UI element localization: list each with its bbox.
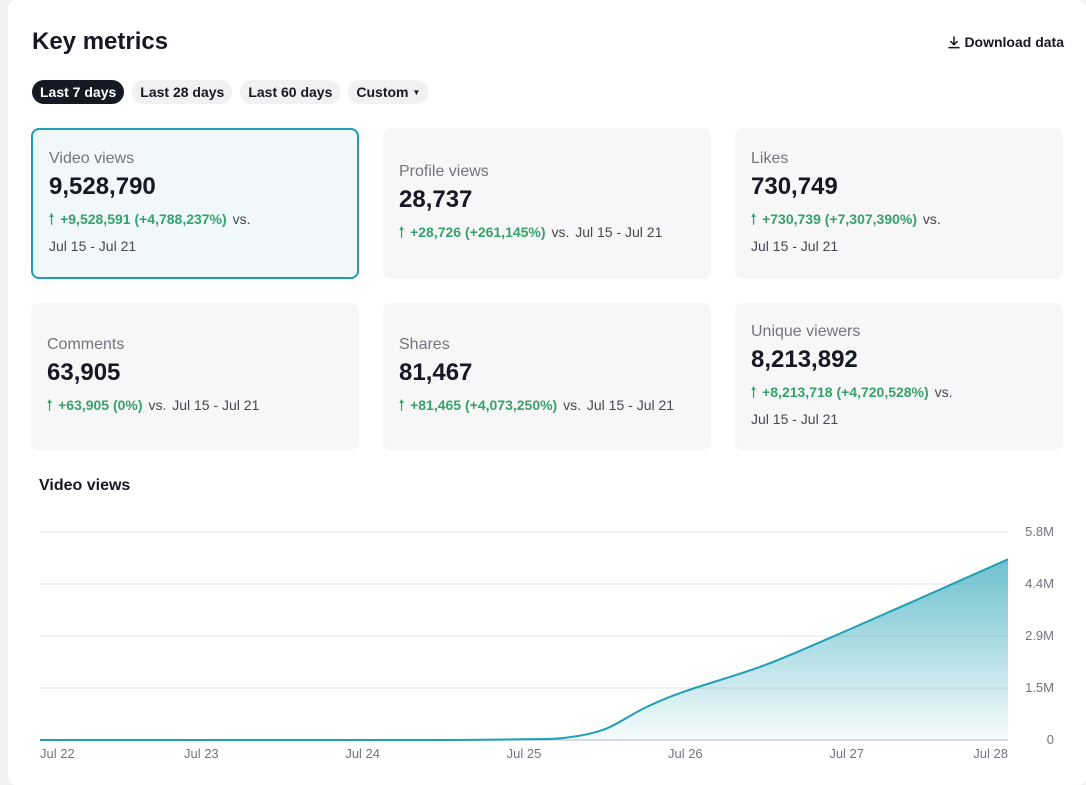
download-data-button[interactable]: Download data <box>948 34 1064 50</box>
metric-label: Video views <box>49 149 135 167</box>
x-tick-label: Jul 23 <box>184 746 219 761</box>
vs-label: vs. <box>563 397 581 413</box>
range-label: Last 7 days <box>40 84 117 100</box>
y-tick-label: 5.8M <box>1025 524 1054 539</box>
metric-card-likes[interactable]: Likes 730,749 🠑 +730,739 (+7,307,390%) vs… <box>735 128 1063 279</box>
metric-delta: 🠑 +28,726 (+261,145%) vs. Jul 15 - Jul 21 <box>399 219 695 246</box>
metric-change: +730,739 (+7,307,390%) <box>762 210 917 227</box>
comparison-range: Jul 15 - Jul 21 <box>575 224 663 240</box>
metric-value: 28,737 <box>399 186 473 213</box>
metric-change: +63,905 (0%) <box>58 397 143 413</box>
vs-label: vs. <box>232 210 251 227</box>
vs-label: vs. <box>934 383 953 400</box>
range-label: Last 28 days <box>140 84 225 100</box>
metric-value: 63,905 <box>47 359 121 386</box>
metric-value: 730,749 <box>751 172 838 200</box>
x-tick-label: Jul 26 <box>668 746 703 761</box>
vs-label: vs. <box>148 397 167 413</box>
chart-area-series <box>39 558 1009 742</box>
range-last-60-days[interactable]: Last 60 days <box>240 80 341 104</box>
metric-label: Shares <box>399 336 450 353</box>
metric-delta: 🠑 +63,905 (0%) vs. Jul 15 - Jul 21 <box>47 392 343 419</box>
x-tick-label: Jul 27 <box>829 746 864 761</box>
date-range-selector: Last 7 days Last 28 days Last 60 days Cu… <box>32 80 429 104</box>
comparison-range: Jul 15 - Jul 21 <box>586 397 675 413</box>
comparison-range: Jul 15 - Jul 21 <box>751 410 839 427</box>
metric-label: Profile views <box>399 163 489 180</box>
key-metrics-panel: Key metrics Download data Last 7 days La… <box>8 0 1086 785</box>
y-tick-label: 1.5M <box>1025 680 1054 695</box>
vs-label: vs. <box>551 224 570 240</box>
x-tick-label: Jul 25 <box>507 746 542 761</box>
y-tick-label: 4.4M <box>1025 576 1054 591</box>
download-icon <box>948 35 961 48</box>
metric-card-profile-views[interactable]: Profile views 28,737 🠑 +28,726 (+261,145%… <box>383 128 711 279</box>
metric-value: 9,528,790 <box>49 172 156 200</box>
x-axis-labels: Jul 22 Jul 23 Jul 24 Jul 25 Jul 26 Jul 27 Jul … <box>40 746 1008 761</box>
download-data-label: Download data <box>964 34 1064 50</box>
range-last-7-days[interactable]: Last 7 days <box>32 80 125 104</box>
metric-label: Likes <box>751 149 789 167</box>
y-axis-labels: 0 1.5M 2.9M 4.4M 5.8M <box>1025 524 1054 747</box>
metric-card-comments[interactable]: Comments 63,905 🠑 +63,905 (0%) vs. Jul 15… <box>31 303 359 450</box>
metric-delta: 🠑 +730,739 (+7,307,390%) vs. Jul 15 - Jul… <box>751 206 1047 260</box>
range-label: Custom <box>356 84 409 100</box>
x-tick-label: Jul 28 <box>973 746 1008 761</box>
comparison-range: Jul 15 - Jul 21 <box>751 237 839 254</box>
vs-label: vs. <box>922 210 941 227</box>
arrow-up-icon: 🠑 <box>49 210 55 227</box>
video-views-chart: 01.5M2.9M4.4M5.8M Jul 22 Jul 23 Jul 24 Jul … <box>39 524 1054 761</box>
metric-change: +8,213,718 (+4,720,528%) <box>762 383 929 400</box>
metric-change: +28,726 (+261,145%) <box>410 224 546 240</box>
chart-title: Video views <box>39 477 131 494</box>
metric-delta: 🠑 +9,528,591 (+4,788,237%) vs. Jul 15 - J… <box>49 206 341 260</box>
y-tick-label: 2.9M <box>1025 628 1054 643</box>
page-title: Key metrics <box>32 28 169 55</box>
arrow-up-icon: 🠑 <box>751 383 757 400</box>
x-tick-label: Jul 24 <box>345 746 380 761</box>
arrow-up-icon: 🠑 <box>399 397 405 413</box>
arrow-up-icon: 🠑 <box>399 224 405 240</box>
metric-change: +81,465 (+4,073,250%) <box>410 397 558 413</box>
area-fill <box>40 559 1008 741</box>
metric-delta: 🠑 +8,213,718 (+4,720,528%) vs. Jul 15 - J… <box>751 379 1047 433</box>
series-line-video-views <box>39 558 1009 742</box>
arrow-up-icon: 🠑 <box>47 397 53 413</box>
metric-value: 81,467 <box>399 359 473 386</box>
metric-card-video-views[interactable]: Video views 9,528,790 🠑 +9,528,591 (+4,78… <box>31 128 359 279</box>
metric-change: +9,528,591 (+4,788,237%) <box>60 210 227 227</box>
y-tick-label: 0 <box>1047 732 1054 747</box>
caret-down-icon: ▼ <box>412 87 421 97</box>
x-tick-label: Jul 22 <box>40 746 75 761</box>
range-label: Last 60 days <box>248 84 333 100</box>
comparison-range: Jul 15 - Jul 21 <box>49 237 137 254</box>
comparison-range: Jul 15 - Jul 21 <box>172 397 260 413</box>
metric-label: Unique viewers <box>751 322 861 340</box>
metric-card-shares[interactable]: Shares 81,467 🠑 +81,465 (+4,073,250%) vs.… <box>383 303 711 450</box>
metric-card-unique-viewers[interactable]: Unique viewers 8,213,892 🠑 +8,213,718 (+4… <box>735 303 1063 450</box>
metric-value: 8,213,892 <box>751 345 858 373</box>
metric-label: Comments <box>47 336 125 353</box>
range-last-28-days[interactable]: Last 28 days <box>132 80 233 104</box>
range-custom-dropdown[interactable]: Custom ▼ <box>348 80 429 104</box>
arrow-up-icon: 🠑 <box>751 210 757 227</box>
metric-delta: 🠑 +81,465 (+4,073,250%) vs. Jul 15 - Jul … <box>399 392 695 419</box>
